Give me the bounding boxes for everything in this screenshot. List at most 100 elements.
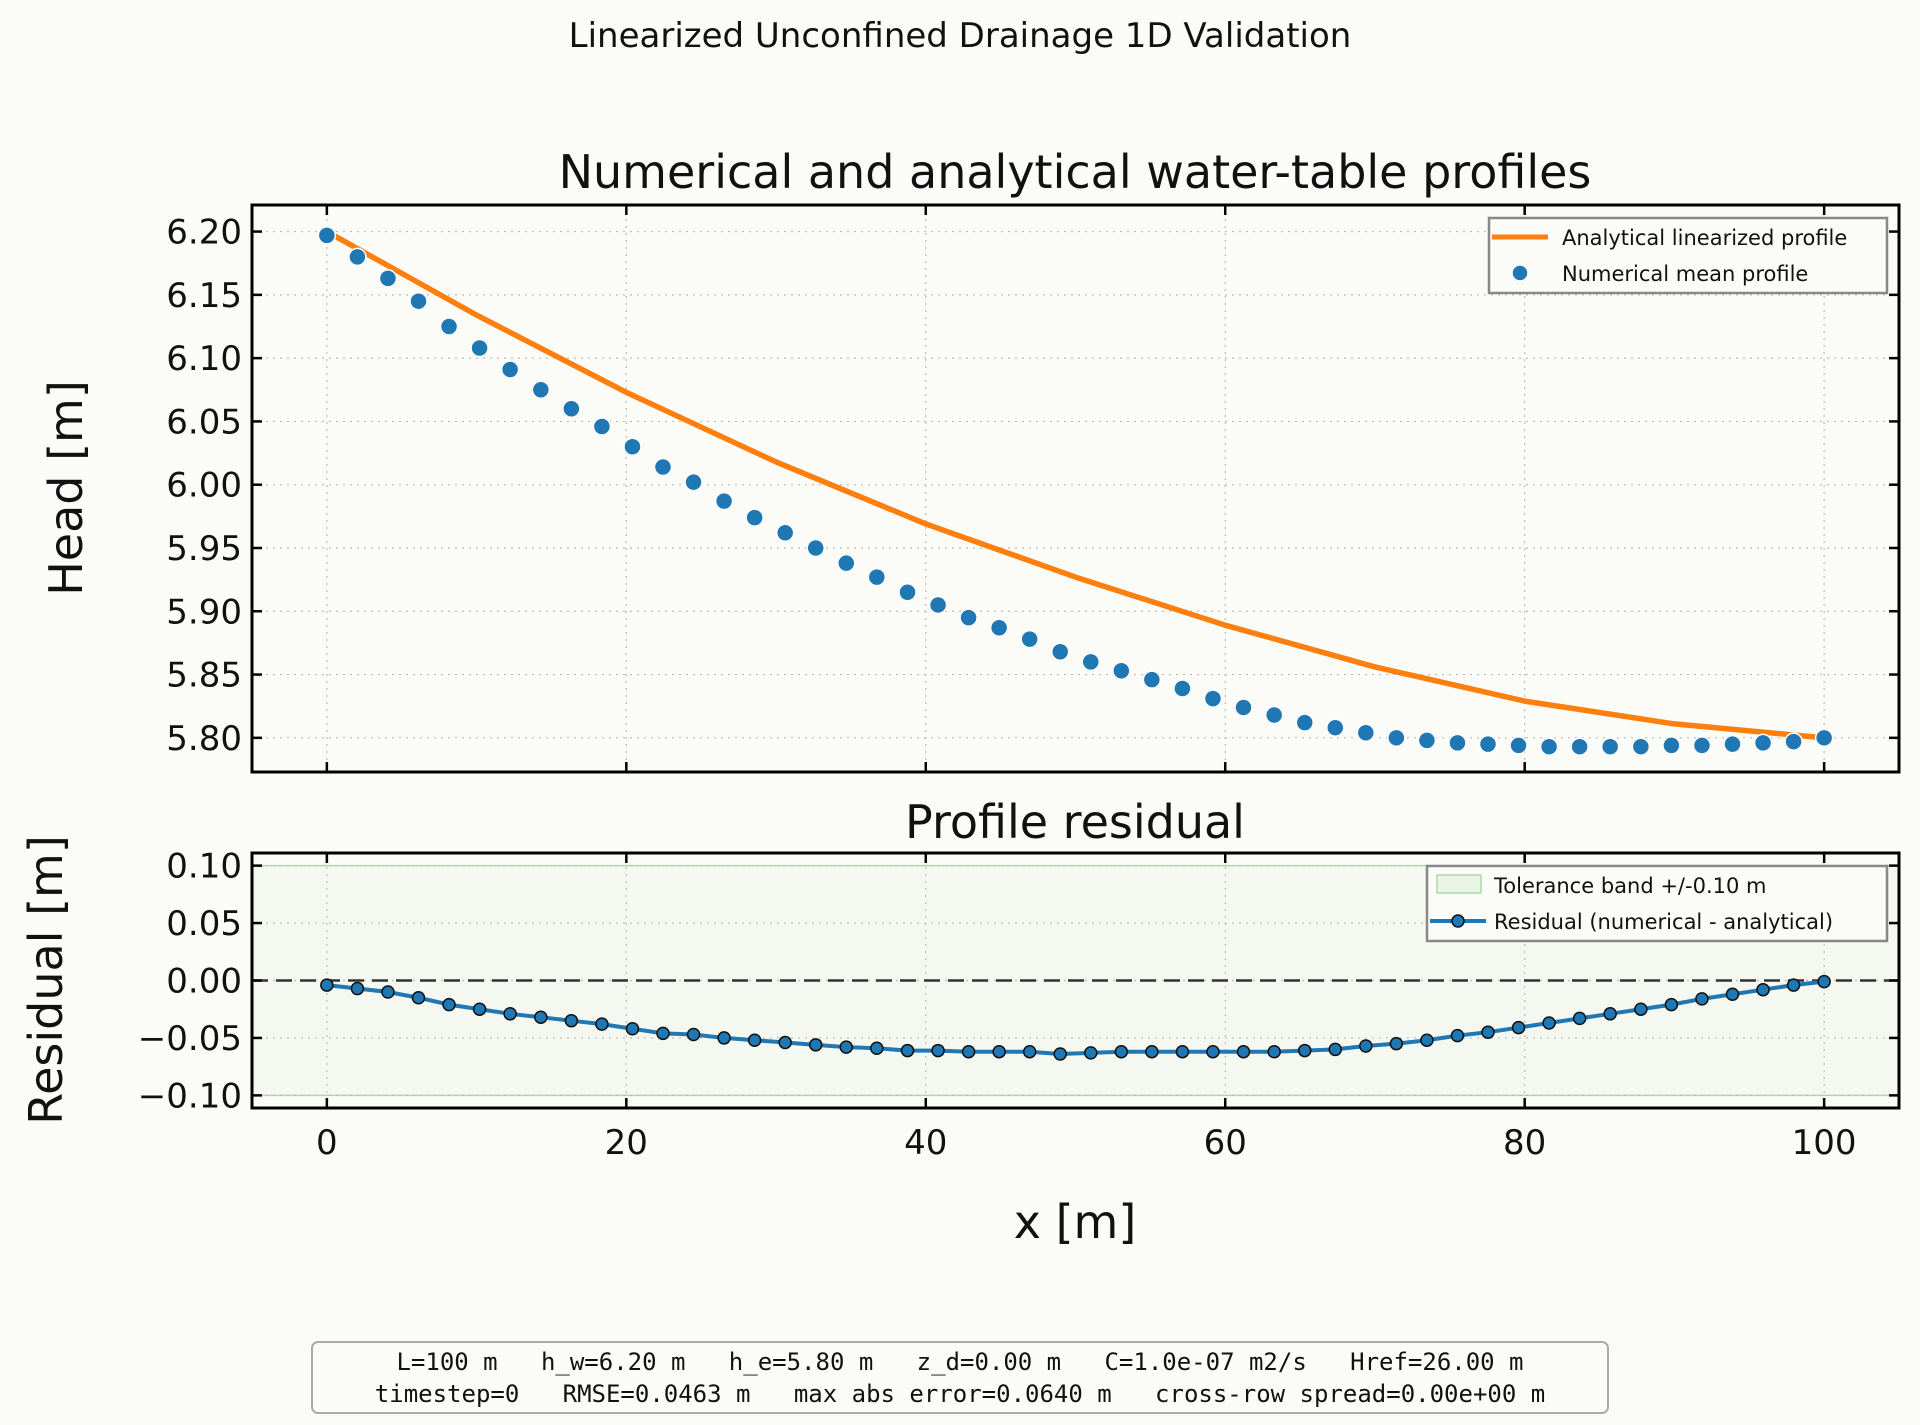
legend-tolerance-swatch: [1436, 874, 1482, 894]
top-legend-box: [1487, 216, 1889, 295]
numerical-point: [1173, 679, 1192, 698]
numerical-point: [439, 317, 459, 336]
info-box-frame: [311, 1341, 1609, 1414]
top-legend: Analytical linearized profile Numerical …: [1487, 216, 1889, 295]
numerical-point: [348, 247, 367, 267]
numerical-point: [653, 457, 673, 477]
numerical-point: [1509, 736, 1528, 755]
residual-point: [503, 1007, 517, 1021]
residual-point: [564, 1013, 579, 1028]
residual-point: [1420, 1033, 1434, 1047]
bottom-legend: Tolerance band +/-0.10 m Residual (numer…: [1425, 864, 1889, 943]
numerical-point: [1142, 670, 1162, 689]
residual-point: [1206, 1044, 1220, 1059]
numerical-point: [1417, 731, 1437, 750]
residual-point: [1022, 1044, 1037, 1059]
residual-point: [870, 1041, 884, 1056]
residual-point: [381, 985, 395, 999]
numerical-point: [775, 523, 795, 543]
residual-point: [472, 1002, 487, 1016]
residual-point: [717, 1031, 731, 1045]
info-line-metrics: timestep=0 RMSE=0.0463 m max abs error=0…: [375, 1380, 1545, 1408]
bottom-panel-title: Profile residual: [905, 795, 1245, 849]
top-y-tick-label: 6.05: [166, 402, 242, 442]
bottom-xlabel: x [m]: [1014, 1195, 1137, 1249]
residual-point: [900, 1043, 915, 1058]
residual-point: [992, 1044, 1006, 1059]
residual-point: [1511, 1020, 1526, 1035]
numerical-point: [1570, 737, 1589, 756]
residual-point: [1756, 982, 1770, 997]
residual-point: [1297, 1043, 1312, 1058]
top-y-tick-label: 6.00: [166, 466, 242, 506]
top-ticks: 5.80 5.85 5.90 5.95 6.00 6.05 6.10 6.15 6.20: [166, 205, 1899, 772]
residual-point: [931, 1043, 945, 1058]
numerical-point: [1203, 689, 1223, 708]
residual-point: [1084, 1046, 1098, 1060]
residual-point: [1114, 1044, 1129, 1059]
x-tick-label-20: 20: [605, 1123, 648, 1163]
numerical-point: [1539, 737, 1559, 756]
residual-point: [1359, 1039, 1373, 1053]
residual-point: [1236, 1044, 1251, 1059]
numerical-point: [317, 226, 337, 245]
numerical-point: [959, 608, 978, 627]
head-profile-panel: Numerical and analytical water-table pro…: [39, 145, 1901, 774]
numerical-point: [1050, 642, 1070, 662]
residual-point: [808, 1038, 823, 1052]
numerical-point: [1264, 705, 1284, 725]
bottom-y-tick-label: 0.00: [166, 962, 242, 1002]
top-y-tick-label: 6.15: [166, 276, 242, 316]
numerical-point: [1814, 728, 1834, 748]
numerical-point: [531, 380, 551, 400]
residual-panel: Profile residual 0 20 40 60 80 100−0.10−0.050…: [19, 795, 1901, 1249]
residual-point: [1817, 974, 1831, 989]
residual-point: [1664, 997, 1679, 1012]
numerical-point: [1387, 728, 1406, 748]
figure-suptitle: Linearized Unconfined Drainage 1D Valida…: [569, 16, 1352, 56]
residual-point: [961, 1044, 976, 1059]
numerical-point: [1478, 734, 1498, 754]
residual-point: [1695, 992, 1709, 1006]
numerical-point: [592, 417, 612, 436]
top-y-tick-label: 6.20: [166, 213, 242, 253]
legend-residual-swatch-marker: [1451, 914, 1465, 928]
numerical-point: [928, 595, 948, 615]
top-ylabel: Head [m]: [39, 380, 93, 596]
numerical-point: [1234, 698, 1253, 717]
residual-point: [1450, 1028, 1465, 1043]
numerical-point: [500, 360, 520, 379]
residual-point: [1175, 1044, 1190, 1059]
numerical-point: [562, 399, 581, 419]
residual-point: [595, 1017, 609, 1031]
numerical-point: [378, 269, 398, 288]
top-y-tick-label: 5.85: [166, 656, 242, 696]
top-y-tick-label: 5.90: [166, 592, 242, 632]
numerical-point: [1662, 736, 1681, 755]
bottom-series: [252, 974, 1899, 1061]
residual-point: [839, 1040, 854, 1054]
x-tick-label-60: 60: [1204, 1123, 1247, 1163]
legend-numerical-swatch: [1511, 264, 1529, 282]
residual-point: [1634, 1002, 1648, 1016]
numerical-point: [714, 491, 734, 511]
numerical-point: [1692, 736, 1712, 755]
top-axes-frame: [250, 203, 1901, 774]
residual-point: [350, 981, 365, 996]
residual-point: [1328, 1042, 1343, 1057]
top-panel-title: Numerical and analytical water-table pro…: [559, 145, 1592, 199]
residual-point: [534, 1010, 548, 1025]
numerical-point: [867, 567, 887, 587]
x-tick-label-40: 40: [904, 1123, 947, 1163]
numerical-point: [1326, 718, 1345, 737]
residual-point: [1542, 1016, 1556, 1030]
numerical-point: [898, 583, 917, 602]
numerical-point: [623, 437, 642, 456]
numerical-point: [1081, 652, 1101, 672]
residual-point: [1053, 1047, 1067, 1061]
numerical-point: [409, 291, 428, 311]
numerical-point: [1020, 629, 1039, 649]
residual-point: [1786, 978, 1801, 992]
legend-residual-label: Residual (numerical - analytical): [1494, 910, 1833, 934]
